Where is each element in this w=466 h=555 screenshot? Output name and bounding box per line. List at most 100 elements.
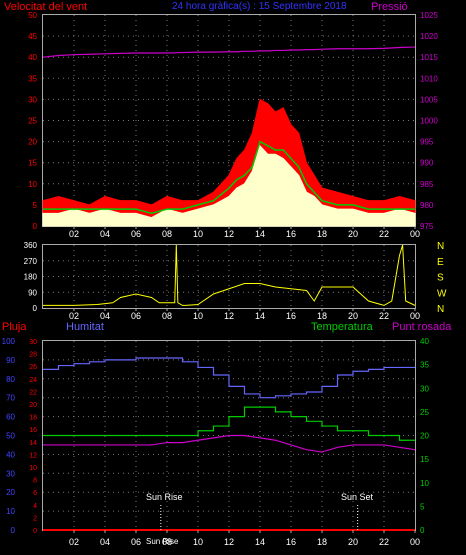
x-tick-label: 16	[286, 311, 296, 321]
humidity-line	[43, 357, 415, 399]
temperature-label: Temperatura	[311, 321, 374, 333]
compass-label: W	[437, 288, 447, 299]
x-tick-label: 14	[255, 311, 265, 321]
compass-label: S	[437, 273, 444, 284]
chart-title: 24 hora gràfica(s) : 15 Septembre 2018	[172, 1, 347, 12]
x-tick-label: 22	[379, 229, 389, 239]
x-tick-label: 12	[224, 537, 234, 547]
x-tick-label: 22	[379, 311, 389, 321]
y-tick-label: 50	[6, 432, 15, 441]
humidity-label: Humitat	[66, 321, 104, 333]
y-tick-label: 5	[33, 201, 38, 210]
y-tick-label: 20	[29, 402, 37, 409]
x-tick-label: 10	[193, 311, 203, 321]
y-tick-label: 20	[6, 488, 15, 497]
x-tick-label: 18	[317, 537, 327, 547]
x-tick-label: 18	[317, 311, 327, 321]
y-tick-label: 1020	[420, 32, 438, 41]
rain-label: Pluja	[2, 321, 27, 333]
y-tick-label: 995	[420, 138, 434, 147]
wind-speed-title: Velocitat del vent	[4, 1, 87, 13]
x-tick-label: 08	[162, 311, 172, 321]
y-tick-label: 100	[2, 337, 16, 346]
y-tick-label: 1000	[420, 117, 438, 126]
x-tick-label: 00	[410, 311, 420, 321]
y-tick-label: 14	[29, 440, 37, 447]
wind-gust-area	[42, 98, 416, 227]
y-tick-label: 24	[29, 377, 37, 384]
x-tick-label: 20	[348, 311, 358, 321]
x-tick-label: 04	[100, 229, 110, 239]
pressure-line	[42, 46, 416, 58]
sunset-label: Sun Set	[341, 492, 374, 502]
x-tick-label: 02	[69, 537, 79, 547]
compass-label: E	[437, 257, 444, 268]
y-tick-label: 270	[24, 257, 38, 266]
y-tick-label: 15	[420, 455, 429, 464]
y-tick-label: 90	[28, 288, 37, 297]
y-tick-label: 80	[6, 375, 15, 384]
wind-direction-line	[43, 244, 416, 306]
dewpoint-line	[43, 434, 416, 453]
x-tick-label: 20	[348, 229, 358, 239]
y-tick-label: 70	[6, 394, 15, 403]
compass-label: N	[437, 304, 444, 315]
x-tick-label: 14	[255, 537, 265, 547]
x-tick-label: 18	[317, 229, 327, 239]
x-tick-label: 00	[410, 537, 420, 547]
y-tick-label: 2	[33, 515, 37, 522]
y-tick-label: 15	[28, 159, 37, 168]
y-tick-label: 180	[24, 273, 38, 282]
x-tick-label: 06	[131, 229, 141, 239]
sunrise-label: Sun Rise	[146, 492, 183, 502]
y-tick-label: 60	[6, 413, 15, 422]
y-tick-label: 20	[420, 432, 429, 441]
y-tick-label: 40	[6, 450, 15, 459]
y-tick-label: 5	[420, 502, 425, 511]
y-tick-label: 40	[420, 337, 429, 346]
y-tick-label: 8	[33, 478, 37, 485]
x-tick-label: 02	[69, 311, 79, 321]
y-tick-label: 30	[6, 469, 15, 478]
y-tick-label: 10	[6, 507, 15, 516]
y-tick-label: 25	[28, 117, 37, 126]
y-tick-label: 6	[33, 490, 37, 497]
x-tick-label: 04	[100, 537, 110, 547]
y-tick-label: 40	[28, 53, 37, 62]
y-tick-label: 1005	[420, 95, 438, 104]
x-tick-label: 14	[255, 229, 265, 239]
x-tick-label: 10	[193, 229, 203, 239]
y-tick-label: 10	[29, 465, 37, 472]
x-tick-label: 08	[162, 229, 172, 239]
y-tick-label: 4	[33, 503, 37, 510]
y-tick-label: 30	[28, 95, 37, 104]
x-tick-label: 22	[379, 537, 389, 547]
y-tick-label: 12	[29, 452, 37, 459]
x-tick-label: 02	[69, 229, 79, 239]
x-tick-label: 06	[131, 311, 141, 321]
dewpoint-label: Punt rosada	[392, 321, 452, 333]
pressure-title: Pressió	[371, 1, 408, 13]
x-tick-label: 12	[224, 229, 234, 239]
x-tick-label: 00	[410, 229, 420, 239]
y-tick-label: 30	[29, 339, 37, 346]
x-tick-label: 20	[348, 537, 358, 547]
x-tick-label: 16	[286, 537, 296, 547]
temperature-line	[43, 406, 415, 441]
y-tick-label: 10	[28, 180, 37, 189]
y-tick-label: 975	[420, 222, 434, 231]
y-tick-label: 50	[28, 11, 37, 20]
y-tick-label: 90	[6, 356, 15, 365]
y-tick-label: 990	[420, 159, 434, 168]
y-tick-label: 26	[29, 364, 37, 371]
y-tick-label: 45	[28, 32, 37, 41]
y-tick-label: 0	[33, 304, 38, 313]
y-tick-label: 22	[29, 389, 37, 396]
x-tick-label: 16	[286, 229, 296, 239]
y-tick-label: 10	[420, 479, 429, 488]
x-tick-label: 12	[224, 311, 234, 321]
y-tick-label: 0	[11, 526, 16, 535]
x-tick-label: 08	[162, 537, 172, 547]
y-tick-label: 30	[420, 384, 429, 393]
